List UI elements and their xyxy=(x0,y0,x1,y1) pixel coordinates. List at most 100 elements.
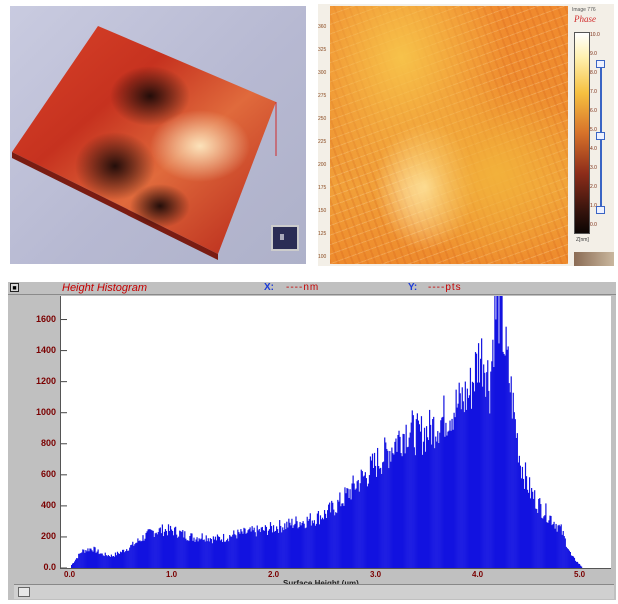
histogram-bar xyxy=(279,520,281,568)
histogram-bar xyxy=(477,343,480,568)
histogram-bar xyxy=(475,353,478,568)
histogram-bar xyxy=(407,446,409,568)
phase-subtitle: Image 776 xyxy=(572,7,596,13)
histogram-bar xyxy=(125,551,127,568)
histogram-bar xyxy=(352,475,354,568)
histogram-bar xyxy=(144,538,146,568)
histogram-bar xyxy=(123,549,125,568)
histogram-bar xyxy=(190,533,192,568)
histogram-bar xyxy=(454,417,456,568)
histogram-bar xyxy=(101,553,103,568)
x-tick-label: 0.0 xyxy=(64,570,76,579)
histogram-bar xyxy=(149,529,151,568)
histogram-plot-area[interactable] xyxy=(60,266,611,569)
histogram-bar xyxy=(458,382,460,568)
histogram-bar xyxy=(194,541,196,568)
histogram-bar xyxy=(183,537,185,568)
histogram-bar xyxy=(141,540,143,568)
colorbar-top-handle[interactable] xyxy=(596,60,605,68)
histogram-bar xyxy=(305,527,307,568)
histogram-bar xyxy=(530,498,532,568)
y-tick-label: 1200 xyxy=(35,375,56,386)
histogram-bar xyxy=(384,437,386,568)
histogram-bar xyxy=(536,509,538,568)
histogram-bar xyxy=(79,553,81,568)
histogram-bar xyxy=(351,483,353,568)
histogram-bar xyxy=(113,556,116,568)
histogram-bar xyxy=(289,522,291,568)
histogram-bar xyxy=(155,532,157,568)
histogram-bar xyxy=(565,546,567,568)
histogram-bar xyxy=(196,537,198,568)
histogram-bar xyxy=(128,550,130,568)
histogram-bar xyxy=(299,521,301,568)
histogram-bar xyxy=(398,430,400,568)
histogram-bar xyxy=(393,454,395,568)
histogram-bar xyxy=(157,532,159,568)
histogram-bar xyxy=(118,553,121,568)
histogram-bar xyxy=(267,530,270,568)
scrollbar-thumb[interactable] xyxy=(18,587,30,597)
colorbar-bottom-handle[interactable] xyxy=(596,206,605,214)
histogram-bar xyxy=(516,433,518,568)
histogram-bar xyxy=(82,549,84,568)
histogram-bar xyxy=(424,451,427,568)
histogram-bar xyxy=(566,548,568,568)
histogram-bar xyxy=(482,386,484,568)
histogram-bar xyxy=(441,417,443,568)
histogram-bar xyxy=(99,553,101,568)
histogram-bar xyxy=(182,530,184,568)
histogram-bar xyxy=(496,294,498,568)
histogram-bar xyxy=(266,535,269,568)
histogram-bar xyxy=(269,522,272,568)
histogram-bar xyxy=(232,534,234,568)
horizontal-scrollbar[interactable] xyxy=(14,584,614,599)
histogram-bar xyxy=(459,393,461,568)
histogram-bar xyxy=(303,523,305,568)
histogram-bar xyxy=(130,545,132,568)
histogram-bar xyxy=(421,454,424,568)
histogram-bar xyxy=(362,476,364,568)
histogram-chart xyxy=(61,266,583,569)
histogram-bar xyxy=(233,530,235,568)
histogram-bar xyxy=(236,538,238,568)
histogram-bar xyxy=(105,555,107,568)
histogram-bar xyxy=(341,503,343,568)
histogram-bar xyxy=(550,515,552,568)
histogram-bar xyxy=(290,525,292,568)
histogram-bar xyxy=(445,422,447,568)
histogram-bar xyxy=(471,381,474,568)
histogram-bar xyxy=(455,389,457,568)
histogram-bar xyxy=(408,437,410,568)
histogram-bar xyxy=(430,424,432,568)
histogram-bar xyxy=(554,528,556,568)
histogram-bar xyxy=(73,562,75,568)
histogram-bar xyxy=(437,431,439,568)
histogram-bar xyxy=(412,415,414,568)
phase-axis-tick: 325 xyxy=(318,47,327,53)
colorbar-mid-handle[interactable] xyxy=(596,132,605,140)
histogram-bar xyxy=(147,529,149,568)
histogram-bar xyxy=(71,564,73,568)
histogram-bar xyxy=(115,555,118,568)
histogram-bar xyxy=(559,526,561,568)
histogram-bar xyxy=(140,541,142,568)
histogram-bar xyxy=(330,512,332,568)
histogram-bar xyxy=(272,525,275,568)
window-menu-button[interactable]: ■ xyxy=(10,283,19,292)
histogram-bar xyxy=(417,420,419,568)
histogram-bar xyxy=(532,491,534,568)
y-tick-label: 400 xyxy=(40,499,56,510)
histogram-bar xyxy=(399,436,401,568)
histogram-bar xyxy=(165,530,168,568)
histogram-bar xyxy=(78,553,80,568)
histogram-bar xyxy=(260,527,262,568)
colorbar xyxy=(574,32,590,234)
histogram-bar xyxy=(300,525,302,568)
histogram-bar xyxy=(527,492,530,568)
histogram-bar xyxy=(220,539,223,568)
histogram-bar xyxy=(143,540,145,568)
dark-region xyxy=(130,184,190,228)
histogram-bar xyxy=(416,413,418,568)
histogram-bar xyxy=(365,478,367,568)
